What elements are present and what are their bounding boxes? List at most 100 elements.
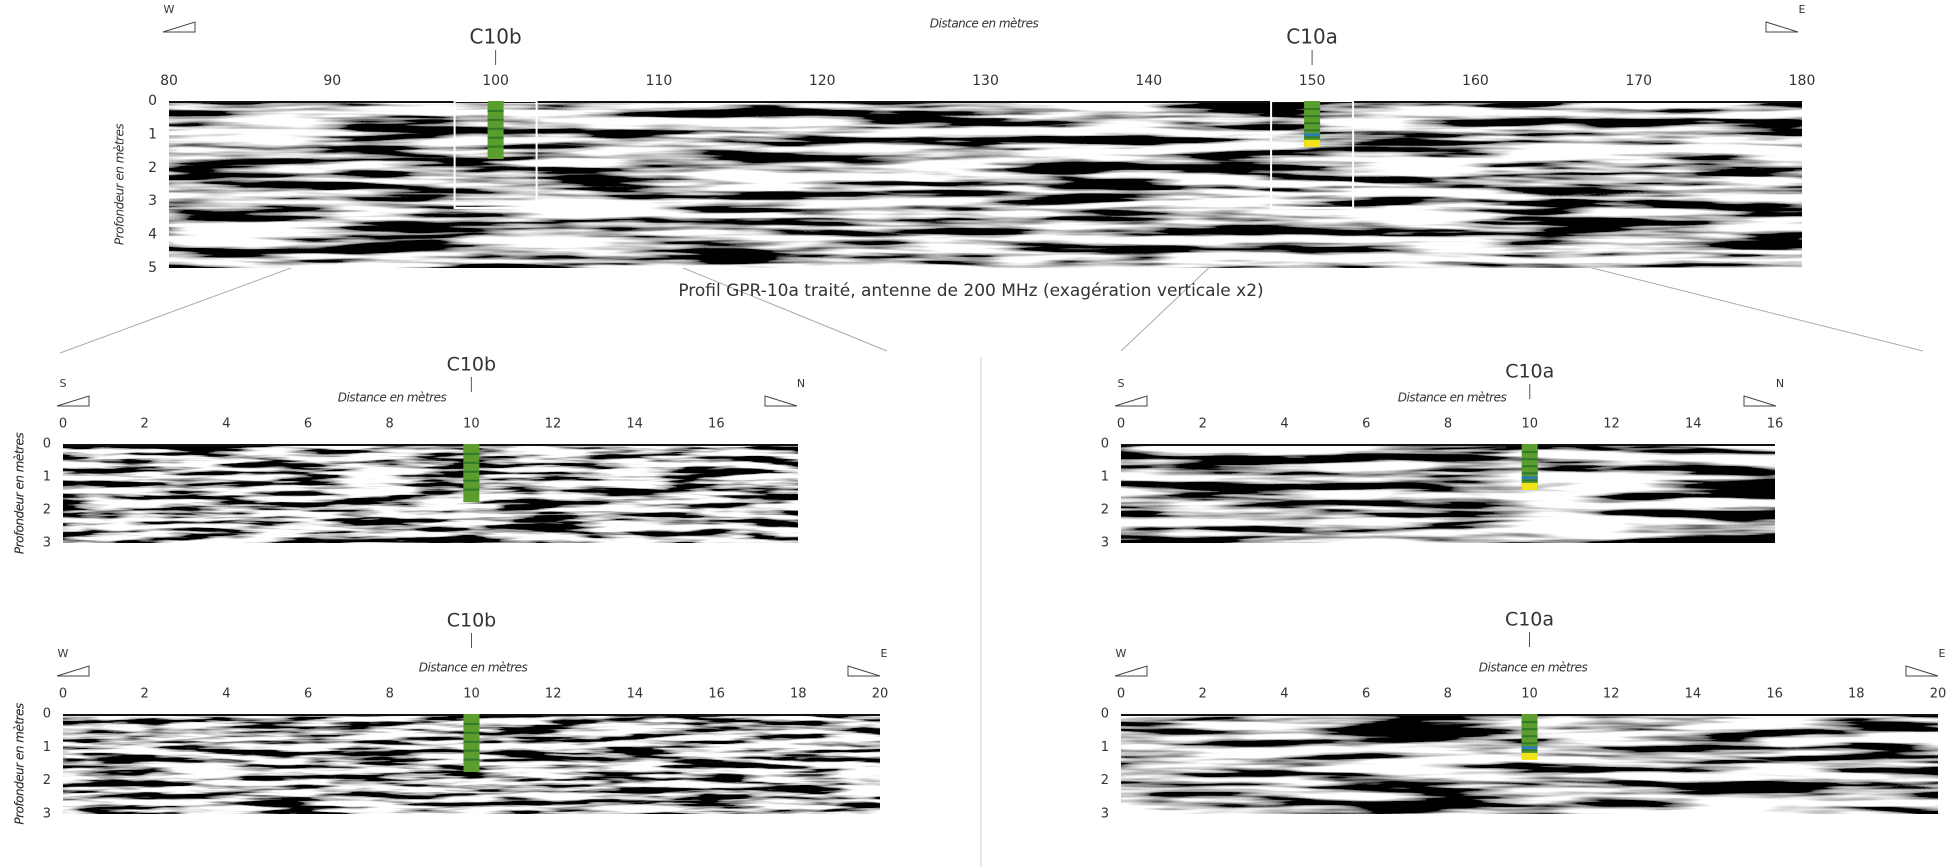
direction-label: E (1799, 3, 1806, 16)
core-stripe (1304, 136, 1321, 139)
y-tick-label: 0 (43, 707, 51, 722)
x-tick-label: 80 (160, 73, 178, 89)
core-stripe (1521, 742, 1538, 745)
core-bottom (1521, 753, 1538, 760)
x-tick-label: 0 (59, 417, 67, 432)
x-tick-label: 8 (1444, 687, 1452, 702)
x-tick-label: 8 (386, 687, 394, 702)
x-tick-label: 4 (1280, 687, 1288, 702)
radargram (1121, 444, 1775, 543)
x-tick-label: 170 (1625, 73, 1652, 89)
direction-arrow (56, 665, 90, 677)
core-stripe (463, 488, 480, 491)
direction-arrow (764, 395, 798, 407)
direction-label: S (60, 377, 67, 390)
direction-label: W (58, 647, 69, 660)
core-bottom (1304, 140, 1321, 147)
core-stripe (1304, 108, 1321, 111)
x-tick-label: 12 (545, 687, 562, 702)
x-axis-title: Distance en mètres (419, 661, 528, 675)
core-stripe (487, 136, 504, 139)
y-tick-label: 1 (43, 470, 51, 485)
y-tick-label: 3 (1101, 536, 1109, 551)
x-tick-label: 160 (1462, 73, 1489, 89)
direction-label: W (164, 3, 175, 16)
x-tick-label: 100 (482, 73, 509, 89)
x-tick-label: 20 (872, 687, 889, 702)
x-tick-label: 18 (790, 687, 807, 702)
core-stripe (463, 479, 480, 482)
direction-label: E (881, 647, 888, 660)
direction-label: E (1939, 647, 1946, 660)
x-tick-label: 20 (1930, 687, 1947, 702)
core-stripe (1304, 133, 1321, 137)
core-stripe (463, 461, 480, 464)
core-stripe (1521, 465, 1538, 468)
y-tick-label: 1 (43, 740, 51, 755)
y-tick-label: 0 (43, 437, 51, 452)
x-tick-label: 4 (222, 687, 230, 702)
core-stripe (1521, 451, 1538, 454)
radargram (169, 101, 1802, 268)
direction-arrow (1765, 21, 1799, 33)
core-stripe (1521, 735, 1538, 738)
x-tick-label: 4 (1280, 417, 1288, 432)
y-axis-title: Profondeur en mètres (13, 703, 27, 824)
x-tick-label: 0 (1117, 417, 1125, 432)
x-tick-label: 16 (708, 417, 725, 432)
y-axis-title: Profondeur en mètres (13, 703, 27, 824)
direction-label: N (1776, 377, 1784, 390)
core-stripe (1521, 479, 1538, 482)
direction-arrow (1905, 665, 1939, 677)
y-tick-label: 1 (1101, 740, 1109, 755)
y-tick-label: 0 (148, 93, 157, 109)
x-tick-label: 0 (1117, 687, 1125, 702)
core-stripe (487, 145, 504, 148)
y-tick-label: 0 (1101, 437, 1109, 452)
core-stripe (463, 749, 480, 752)
x-tick-label: 14 (627, 687, 644, 702)
y-axis-title: Profondeur en mètres (113, 124, 127, 245)
x-tick-label: 110 (646, 73, 673, 89)
x-tick-label: 18 (1848, 687, 1865, 702)
x-tick-label: 180 (1789, 73, 1816, 89)
x-tick-label: 90 (323, 73, 341, 89)
core-label: C10a (1505, 361, 1554, 383)
direction-arrow (1114, 665, 1148, 677)
x-tick-label: 12 (545, 417, 562, 432)
radargram (63, 444, 798, 543)
core-stripe (463, 452, 480, 455)
x-axis-title: Distance en mètres (930, 17, 1039, 31)
y-tick-label: 1 (1101, 470, 1109, 485)
x-tick-label: 8 (386, 417, 394, 432)
x-tick-label: 2 (1199, 417, 1207, 432)
x-tick-label: 2 (1199, 687, 1207, 702)
y-axis-title: Profondeur en mètres (13, 433, 27, 554)
core-bar (463, 444, 480, 502)
core-stripe (1521, 472, 1538, 475)
y-tick-label: 5 (148, 260, 157, 276)
x-tick-label: 12 (1603, 687, 1620, 702)
y-tick-label: 2 (1101, 773, 1109, 788)
y-tick-label: 2 (43, 773, 51, 788)
x-tick-label: 10 (463, 417, 480, 432)
core-stripe (487, 109, 504, 112)
core-stripe (1521, 476, 1538, 480)
x-tick-label: 6 (1362, 687, 1370, 702)
x-axis-title: Distance en mètres (338, 391, 447, 405)
x-tick-label: 10 (463, 687, 480, 702)
direction-label: N (797, 377, 805, 390)
core-stripe (1304, 122, 1321, 125)
direction-label: W (1116, 647, 1127, 660)
x-axis-title: Distance en mètres (1479, 661, 1588, 675)
x-axis-title: Distance en mètres (1398, 391, 1507, 405)
x-tick-label: 150 (1299, 73, 1326, 89)
direction-arrow (847, 665, 881, 677)
x-tick-label: 16 (1766, 687, 1783, 702)
y-tick-label: 2 (43, 503, 51, 518)
core-stripe (487, 127, 504, 130)
y-tick-label: 1 (148, 126, 157, 142)
x-tick-label: 140 (1135, 73, 1162, 89)
core-bar (463, 714, 480, 772)
